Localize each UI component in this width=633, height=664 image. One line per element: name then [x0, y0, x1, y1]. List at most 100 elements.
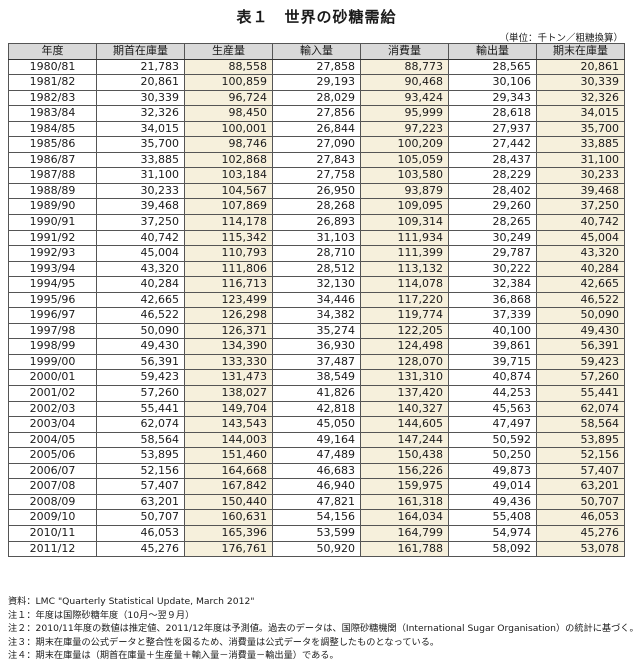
cell-exports: 28,618: [448, 105, 537, 122]
cell-closing-stock: 42,665: [536, 276, 625, 293]
cell-exports: 30,249: [448, 229, 537, 247]
cell-closing-stock: 40,742: [536, 214, 625, 231]
cell-imports: 45,050: [272, 416, 361, 433]
table-row: 1992/93 45,004 110,793 28,710 111,399 29,787 4…: [8, 245, 625, 262]
cell-production: 116,713: [184, 276, 273, 293]
cell-opening-stock: 49,430: [96, 338, 185, 355]
cell-year: 1983/84: [8, 105, 97, 122]
cell-year: 2002/03: [8, 400, 97, 418]
cell-imports: 27,090: [272, 136, 361, 153]
cell-exports: 29,787: [448, 245, 537, 262]
cell-opening-stock: 37,250: [96, 214, 185, 231]
cell-opening-stock: 59,423: [96, 369, 185, 387]
cell-production: 134,390: [184, 338, 273, 355]
cell-closing-stock: 46,522: [536, 291, 625, 309]
cell-year: 2008/09: [8, 493, 97, 511]
cell-consumption: 111,399: [360, 245, 449, 262]
cell-production: 143,543: [184, 416, 273, 433]
cell-opening-stock: 53,895: [96, 447, 185, 464]
cell-exports: 49,436: [448, 493, 537, 511]
table-row: 1996/97 46,522 126,298 34,382 119,774 37,339 5…: [8, 307, 625, 324]
cell-consumption: 140,327: [360, 400, 449, 418]
cell-closing-stock: 57,407: [536, 462, 625, 480]
cell-closing-stock: 39,468: [536, 182, 625, 200]
cell-exports: 45,563: [448, 400, 537, 418]
cell-exports: 54,974: [448, 524, 537, 542]
note-1: 注１：年度は国際砂糖年度（10月～翌９月）: [8, 609, 195, 621]
cell-opening-stock: 63,201: [96, 493, 185, 511]
cell-year: 2010/11: [8, 524, 97, 542]
cell-year: 2005/06: [8, 447, 97, 464]
cell-production: 104,567: [184, 182, 273, 200]
cell-imports: 53,599: [272, 524, 361, 542]
cell-production: 88,558: [184, 58, 273, 76]
cell-opening-stock: 42,665: [96, 291, 185, 309]
table-row: 1997/98 50,090 126,371 35,274 122,205 40,100 4…: [8, 322, 625, 340]
cell-imports: 26,844: [272, 120, 361, 138]
cell-imports: 36,930: [272, 338, 361, 355]
cell-exports: 32,384: [448, 276, 537, 293]
cell-exports: 58,092: [448, 540, 537, 558]
table-row: 1987/88 31,100 103,184 27,758 103,580 28,229 3…: [8, 167, 625, 184]
cell-closing-stock: 34,015: [536, 105, 625, 122]
cell-consumption: 150,438: [360, 447, 449, 464]
header-imports: 輸入量: [272, 43, 361, 60]
header-production: 生産量: [184, 43, 273, 60]
cell-imports: 46,683: [272, 462, 361, 480]
cell-consumption: 93,879: [360, 182, 449, 200]
cell-consumption: 93,424: [360, 89, 449, 107]
cell-opening-stock: 50,707: [96, 509, 185, 526]
source-note: 資料：LMC "Quarterly Statistical Update, Ma…: [8, 596, 255, 607]
cell-exports: 30,106: [448, 74, 537, 91]
cell-closing-stock: 20,861: [536, 58, 625, 76]
cell-consumption: 113,132: [360, 260, 449, 278]
cell-consumption: 109,095: [360, 198, 449, 216]
cell-production: 164,668: [184, 462, 273, 480]
cell-exports: 28,402: [448, 182, 537, 200]
cell-opening-stock: 56,391: [96, 353, 185, 371]
cell-opening-stock: 30,233: [96, 182, 185, 200]
cell-imports: 28,268: [272, 198, 361, 216]
cell-exports: 50,592: [448, 431, 537, 449]
cell-imports: 41,826: [272, 385, 361, 402]
cell-consumption: 90,468: [360, 74, 449, 91]
cell-closing-stock: 31,100: [536, 151, 625, 169]
cell-production: 138,027: [184, 385, 273, 402]
table-row: 1980/81 21,783 88,558 27,858 88,773 28,565 20,…: [8, 58, 625, 76]
cell-exports: 49,873: [448, 462, 537, 480]
cell-exports: 28,265: [448, 214, 537, 231]
table-row: 1991/92 40,742 115,342 31,103 111,934 30,249 4…: [8, 229, 625, 247]
cell-imports: 27,856: [272, 105, 361, 122]
cell-year: 1992/93: [8, 245, 97, 262]
header-consumption: 消費量: [360, 43, 449, 60]
cell-year: 1998/99: [8, 338, 97, 355]
cell-exports: 29,260: [448, 198, 537, 216]
cell-imports: 28,710: [272, 245, 361, 262]
cell-year: 1988/89: [8, 182, 97, 200]
cell-consumption: 95,999: [360, 105, 449, 122]
header-exports: 輸出量: [448, 43, 537, 60]
table-row: 1995/96 42,665 123,499 34,446 117,220 36,868 4…: [8, 291, 625, 309]
cell-imports: 47,489: [272, 447, 361, 464]
table-row: 1989/90 39,468 107,869 28,268 109,095 29,260 3…: [8, 198, 625, 216]
cell-year: 2006/07: [8, 462, 97, 480]
cell-imports: 31,103: [272, 229, 361, 247]
cell-closing-stock: 30,339: [536, 74, 625, 91]
cell-exports: 50,250: [448, 447, 537, 464]
cell-production: 176,761: [184, 540, 273, 558]
table-row: 1982/83 30,339 96,724 28,029 93,424 29,343 32,…: [8, 89, 625, 107]
cell-production: 110,793: [184, 245, 273, 262]
cell-consumption: 159,975: [360, 478, 449, 495]
cell-production: 167,842: [184, 478, 273, 495]
cell-opening-stock: 32,326: [96, 105, 185, 122]
cell-closing-stock: 57,260: [536, 369, 625, 387]
cell-opening-stock: 45,004: [96, 245, 185, 262]
cell-imports: 27,843: [272, 151, 361, 169]
cell-closing-stock: 35,700: [536, 120, 625, 138]
table-row: 1988/89 30,233 104,567 26,950 93,879 28,402 39…: [8, 182, 625, 200]
cell-production: 131,473: [184, 369, 273, 387]
cell-opening-stock: 40,742: [96, 229, 185, 247]
cell-exports: 39,861: [448, 338, 537, 355]
cell-opening-stock: 35,700: [96, 136, 185, 153]
cell-consumption: 124,498: [360, 338, 449, 355]
